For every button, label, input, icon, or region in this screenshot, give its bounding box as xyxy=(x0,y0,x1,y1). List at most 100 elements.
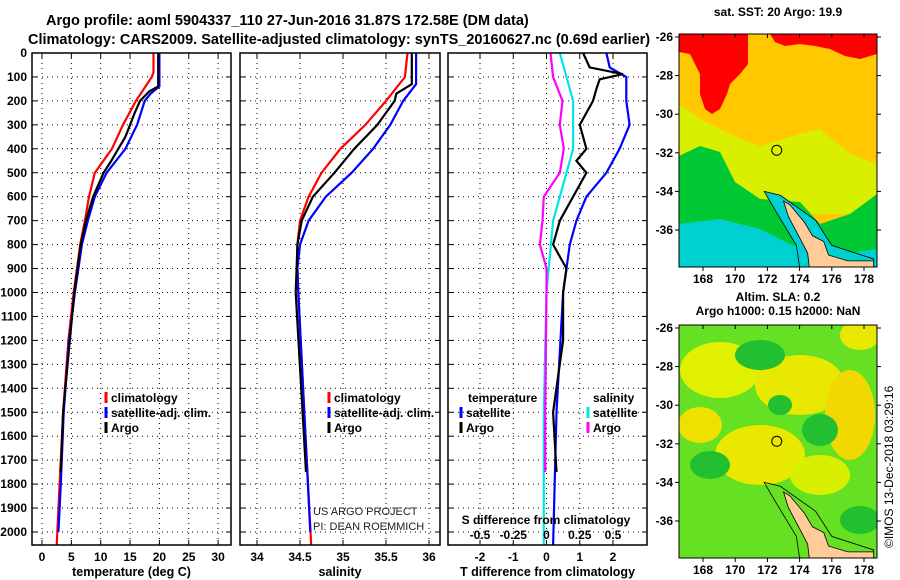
y-tick-label: 500 xyxy=(7,166,27,180)
y-tick-label: 800 xyxy=(7,238,27,252)
sla-low-anomaly xyxy=(840,506,877,534)
profile-panel-2: 34 34.5 35 35.5 36 salinity climatologysatelli… xyxy=(239,52,441,579)
x-tick-label: -1 xyxy=(508,550,519,564)
x-tick-label: 5 xyxy=(68,550,75,564)
x-axis-label: salinity xyxy=(318,565,361,579)
legend-title-temperature: temperature xyxy=(468,391,538,405)
lon-tick-label: 168 xyxy=(693,272,713,286)
x-tick-label: 34.5 xyxy=(288,550,312,564)
imos-watermark: ©IMOS 13-Dec-2018 03:29:16 xyxy=(882,385,896,548)
legend-label: satellite-adj. clim. xyxy=(111,406,211,420)
s-tick-label: 0.25 xyxy=(568,528,592,542)
sla-high-anomaly xyxy=(825,370,875,460)
legend-label: satellite-adj. clim. xyxy=(334,406,434,420)
lat-tick-label: -26 xyxy=(656,321,674,335)
legend-label: climatology xyxy=(334,391,401,405)
map-field-sla xyxy=(679,325,877,558)
x-tick-label: 36 xyxy=(422,550,436,564)
lat-tick-label: -30 xyxy=(656,107,674,121)
y-tick-label: 1400 xyxy=(0,381,27,395)
legend-label: satellite xyxy=(593,406,638,420)
y-tick-label: 2000 xyxy=(0,525,27,539)
plot-frame xyxy=(31,52,232,546)
series-line-t-argo xyxy=(551,52,624,473)
x-axis-label: T difference from climatology xyxy=(460,565,635,579)
x-tick-label: 2 xyxy=(610,550,617,564)
series-line-s-argo xyxy=(538,52,565,473)
lon-tick-label: 168 xyxy=(693,563,713,577)
x-tick-label: 15 xyxy=(123,550,137,564)
lon-tick-label: 176 xyxy=(822,563,842,577)
y-tick-label: 1000 xyxy=(0,286,27,300)
x-tick-label: 10 xyxy=(94,550,108,564)
lon-tick-label: 176 xyxy=(822,272,842,286)
y-tick-label: 1700 xyxy=(0,453,27,467)
sst-hot-region xyxy=(770,34,877,59)
x-tick-label: 1 xyxy=(576,550,583,564)
y-tick-label: 100 xyxy=(7,70,27,84)
legend-label: Argo xyxy=(593,421,621,435)
legend-label: Argo xyxy=(466,421,494,435)
series-line-t-satellite xyxy=(552,52,631,546)
y-tick-label: 1200 xyxy=(0,333,27,347)
sla-low-anomaly xyxy=(802,414,838,446)
profile-panel-1: 0 5 10 15 20 25 300100200300400500600700800900… xyxy=(0,46,232,579)
lat-tick-label: -28 xyxy=(656,360,674,374)
sla-high-anomaly xyxy=(715,425,805,485)
legend-label: Argo xyxy=(111,421,139,435)
s-tick-label: -0.25 xyxy=(500,528,528,542)
lat-tick-label: -36 xyxy=(656,514,674,528)
y-tick-label: 600 xyxy=(7,190,27,204)
x-tick-label: 0 xyxy=(39,550,46,564)
x-tick-label: 25 xyxy=(182,550,196,564)
lon-tick-label: 172 xyxy=(757,272,777,286)
x-tick-label: 35 xyxy=(336,550,350,564)
series-line-satellite-adj-clim- xyxy=(296,53,418,533)
lat-tick-label: -32 xyxy=(656,437,674,451)
s-tick-label: 0 xyxy=(543,528,550,542)
title-line-1: Argo profile: aoml 5904337_110 27-Jun-20… xyxy=(46,13,529,29)
y-tick-label: 400 xyxy=(7,142,27,156)
land-new-zealand xyxy=(782,200,875,267)
title-line-2: Climatology: CARS2009. Satellite-adjuste… xyxy=(28,32,650,48)
y-tick-label: 0 xyxy=(20,46,27,60)
plot-frame xyxy=(239,52,441,546)
x-tick-label: 20 xyxy=(153,550,167,564)
sla-high-anomaly xyxy=(790,455,850,495)
y-tick-label: 1100 xyxy=(1,309,27,323)
sst-cold-region xyxy=(679,219,877,267)
series-line-argo xyxy=(294,53,413,473)
lon-tick-label: 172 xyxy=(757,563,777,577)
lat-tick-label: -36 xyxy=(656,223,674,237)
land-new-zealand xyxy=(782,491,875,558)
legend-label: satellite xyxy=(466,406,511,420)
legend-label: climatology xyxy=(111,391,178,405)
sst-map-title: sat. SST: 20 Argo: 19.9 xyxy=(714,5,843,19)
series-line-argo xyxy=(59,53,160,473)
lon-tick-label: 174 xyxy=(790,272,810,286)
profile-panel-3: -2 -1 0 1 2T difference from climatology temp… xyxy=(447,52,648,579)
map-sla: -26 -28 -30 -32 -34 -36 168 170 172 174 176 178 xyxy=(656,321,881,577)
y-tick-label: 200 xyxy=(7,94,27,108)
x-tick-label: -2 xyxy=(475,550,486,564)
map-frame xyxy=(678,324,878,559)
y-tick-label: 300 xyxy=(7,118,27,132)
lat-tick-label: -34 xyxy=(656,475,674,489)
lat-tick-label: -32 xyxy=(656,146,674,160)
sst-hot-region xyxy=(679,34,748,114)
y-tick-label: 1900 xyxy=(0,501,27,515)
map-frame xyxy=(678,33,878,268)
lon-tick-label: 174 xyxy=(790,563,810,577)
sla-high-anomaly xyxy=(679,407,722,443)
map-sst: -26 -28 -30 -32 -34 -36 168 170 172 174 176 178 xyxy=(656,30,881,286)
sla-low-anomaly xyxy=(735,340,785,370)
lon-tick-label: 170 xyxy=(725,563,745,577)
lat-tick-label: -28 xyxy=(656,69,674,83)
y-tick-label: 1500 xyxy=(0,405,27,419)
map-field-sst xyxy=(679,34,877,267)
y-tick-label: 1300 xyxy=(0,357,27,371)
credit-project: US ARGO PROJECT xyxy=(313,506,418,518)
lon-tick-label: 178 xyxy=(854,563,874,577)
